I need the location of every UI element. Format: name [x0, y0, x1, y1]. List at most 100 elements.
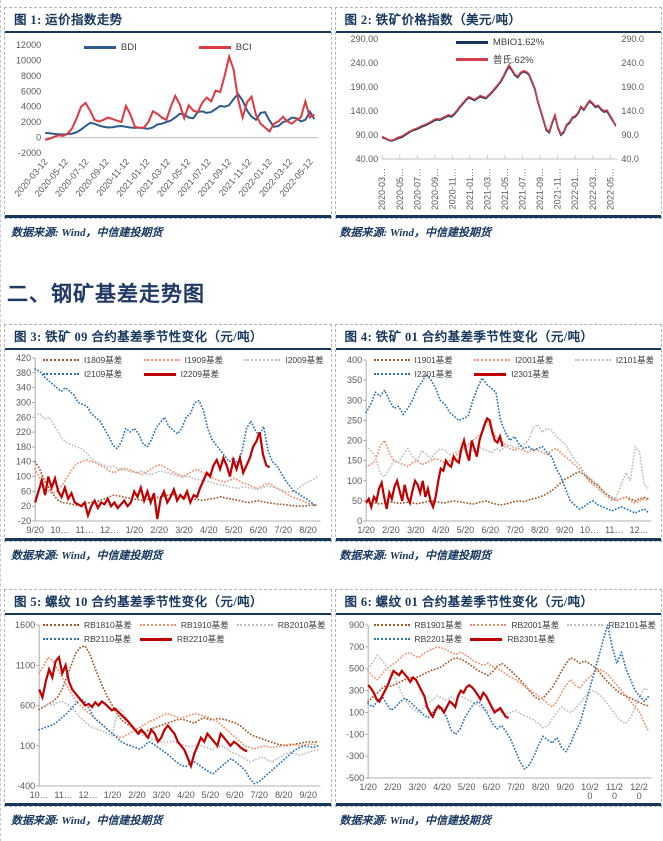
- svg-text:2022-01…: 2022-01…: [570, 168, 580, 210]
- legend-label: RB2010基差: [277, 620, 326, 630]
- legend-item: I2201基差: [373, 368, 469, 380]
- svg-text:4/20: 4/20: [200, 525, 218, 535]
- legend-swatch: [470, 637, 503, 641]
- legend-item: I1809基差: [43, 354, 138, 366]
- svg-text:50: 50: [352, 496, 362, 506]
- figure-3-legend: I1809基差 I1909基差 I2009基差 I2109基差 I2209基差: [43, 354, 326, 380]
- svg-text:-100: -100: [346, 729, 364, 739]
- svg-text:2020-11…: 2020-11…: [447, 168, 457, 209]
- legend-item: I2109基差: [43, 368, 138, 380]
- legend-label: RB1810基差: [84, 620, 132, 630]
- svg-text:1/20: 1/20: [357, 525, 375, 535]
- legend-swatch: [143, 372, 176, 376]
- legend-item: RB2201基差: [373, 633, 465, 645]
- svg-text:260: 260: [16, 412, 31, 422]
- svg-text:2021-09…: 2021-09…: [535, 168, 545, 210]
- svg-text:700: 700: [349, 642, 364, 652]
- section-heading: 二、钢矿基差走势图: [7, 283, 205, 306]
- legend-label: I2101基差: [615, 355, 655, 365]
- legend-item: RB2001基差: [470, 619, 561, 631]
- svg-text:350: 350: [347, 375, 362, 385]
- svg-text:2020-09…: 2020-09…: [429, 168, 439, 210]
- captions-row-2: 数据来源: Wind，中信建投期货 数据来源: Wind，中信建投期货: [4, 542, 662, 563]
- svg-text:1/20: 1/20: [359, 782, 377, 792]
- legend-label: RB1901基差: [414, 620, 463, 630]
- svg-text:11…: 11…: [605, 525, 623, 535]
- svg-text:7/20: 7/20: [274, 525, 292, 535]
- svg-text:8000: 8000: [21, 71, 41, 81]
- legend-label: MBIO1.62%: [492, 37, 545, 48]
- figure-5-panel: 图 5: 螺纹 10 合约基差季节性变化（元/吨） -400 100 600 1100…: [4, 589, 332, 807]
- legend-label: I1901基差: [414, 355, 453, 365]
- svg-text:5/20: 5/20: [225, 525, 243, 535]
- svg-text:400: 400: [347, 355, 362, 365]
- figure-4-panel: 图 4: 铁矿 01 合约基差季节性变化（元/吨） 0 50 100 150 200 25…: [334, 324, 662, 542]
- figure-3-title: 图 3: 铁矿 09 合约基差季节性变化（元/吨）: [14, 330, 263, 344]
- legend-item: RB2301基差: [470, 633, 561, 645]
- svg-text:140.00: 140.00: [350, 106, 378, 116]
- svg-text:240.00: 240.00: [350, 58, 378, 68]
- legend-label: RB2201基差: [414, 634, 463, 644]
- svg-text:8/20: 8/20: [531, 782, 549, 792]
- title-divider: [335, 348, 661, 350]
- svg-text:10…: 10…: [579, 525, 598, 535]
- figure-row-1: 图 1: 运价指数走势 -2000 0 2000 4000 6000 8000 10000 1…: [4, 7, 662, 219]
- svg-text:290.0: 290.0: [621, 34, 644, 44]
- svg-text:40.0: 40.0: [621, 154, 639, 164]
- legend-label: I2109基差: [84, 369, 123, 379]
- svg-text:190.00: 190.00: [350, 82, 378, 92]
- svg-text:10…: 10…: [30, 790, 49, 800]
- svg-text:100: 100: [16, 472, 31, 482]
- figure-6-panel: 图 6: 螺纹 01 合约基差季节性变化（元/吨） -500 -300 -100 10…: [334, 589, 662, 807]
- svg-text:11…: 11…: [54, 790, 72, 800]
- svg-text:2/20: 2/20: [382, 525, 400, 535]
- legend-swatch: [474, 359, 511, 361]
- legend-swatch: [236, 624, 273, 626]
- svg-text:9/20: 9/20: [556, 782, 574, 792]
- bottom-divider: [5, 215, 331, 218]
- svg-text:90.0: 90.0: [621, 130, 639, 140]
- svg-text:300: 300: [16, 398, 31, 408]
- figure-4-chart: 0 50 100 150 200 250 300 350 400 1/20 2/20 3/20 4/20…: [336, 350, 662, 538]
- legend-swatch: [567, 624, 604, 626]
- legend-swatch: [43, 373, 79, 375]
- legend-swatch: [83, 46, 116, 49]
- svg-text:3/20: 3/20: [153, 790, 171, 800]
- legend-item: BDI: [83, 42, 137, 53]
- figure-1-chart: -2000 0 2000 4000 6000 8000 10000 12000 2020-03-…: [5, 33, 331, 215]
- svg-text:2022-03…: 2022-03…: [587, 168, 597, 210]
- legend-swatch: [470, 624, 507, 626]
- legend-item: MBIO1.62%: [455, 37, 545, 48]
- svg-text:2020-07…: 2020-07…: [412, 168, 422, 210]
- figure-row-3: 图 5: 螺纹 10 合约基差季节性变化（元/吨） -400 100 600 1100…: [4, 589, 662, 807]
- svg-text:2/20: 2/20: [128, 790, 146, 800]
- legend-item: I2101基差: [574, 354, 656, 366]
- svg-text:2022-05…: 2022-05…: [605, 168, 615, 210]
- legend-label: BDI: [120, 42, 137, 53]
- figure-6-legend: RB1901基差 RB2001基差 RB2101基差 RB2201基差 RB2301基差: [373, 619, 656, 645]
- svg-text:40.00: 40.00: [355, 154, 378, 164]
- svg-text:2021-01…: 2021-01…: [464, 168, 474, 210]
- legend-swatch: [373, 373, 410, 375]
- svg-text:6/20: 6/20: [482, 782, 500, 792]
- legend-item: I2209基差: [143, 368, 239, 380]
- data-source-caption: 数据来源: Wind，中信建投期货: [339, 227, 491, 239]
- legend-label: I2001基差: [515, 355, 554, 365]
- legend-item: BCI: [198, 42, 252, 53]
- legend-item: RB1910基差: [139, 619, 231, 631]
- legend-item: RB1901基差: [373, 619, 465, 631]
- svg-text:2021-11…: 2021-11…: [552, 168, 562, 209]
- legend-item: I2301基差: [474, 368, 569, 380]
- svg-text:290.00: 290.00: [350, 34, 378, 44]
- legend-item: RB2101基差: [567, 619, 656, 631]
- svg-text:12…: 12…: [629, 525, 648, 535]
- svg-text:12…: 12…: [79, 790, 98, 800]
- legend-item: RB2010基差: [236, 619, 326, 631]
- svg-text:12…: 12…: [100, 525, 119, 535]
- svg-text:90.00: 90.00: [355, 130, 378, 140]
- legend-label: RB2210基差: [176, 634, 225, 644]
- legend-swatch: [455, 57, 488, 61]
- title-divider: [5, 348, 331, 350]
- iron-09-basis-chart-canvas: -20 20 60 100 140 180 220 260 300 340 380 420 9/20 10…: [16, 353, 321, 535]
- legend-swatch: [474, 372, 507, 376]
